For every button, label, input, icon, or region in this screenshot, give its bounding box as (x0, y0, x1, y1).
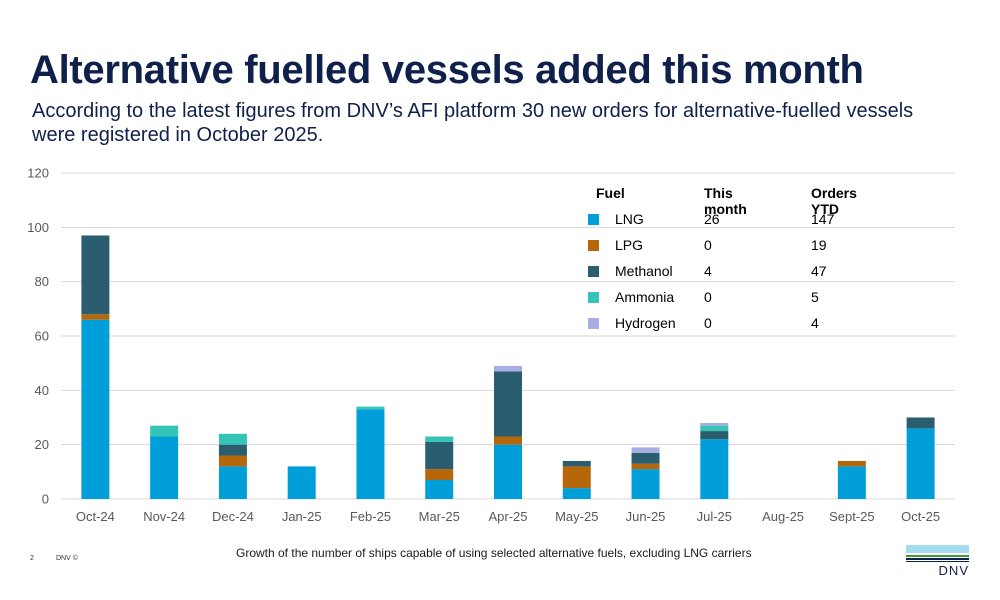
legend-header-fuel: Fuel (596, 185, 625, 201)
chart-caption: Growth of the number of ships capable of… (236, 546, 752, 560)
legend-header-this-month: This month (704, 185, 747, 217)
logo-band-light (906, 545, 969, 553)
x-tick-label: Feb-25 (350, 509, 391, 524)
logo-line-green (906, 555, 969, 557)
x-tick-label: Aug-25 (762, 509, 804, 524)
legend-orders-ytd-value: 5 (811, 289, 819, 305)
x-tick-label: Apr-25 (488, 509, 527, 524)
legend-swatch (588, 266, 599, 277)
y-axis-ticks: 0 20 40 60 80 100 120 (27, 166, 49, 507)
x-tick-label: Nov-24 (143, 509, 185, 524)
bar-segment-ammonia-dec-24 (218, 433, 247, 445)
legend-swatch (588, 318, 599, 329)
bar-segment-lng-may-25 (562, 488, 591, 499)
bar-segment-hydrogen-apr-25 (494, 365, 522, 372)
legend-orders-ytd-value: 147 (811, 211, 835, 227)
bar-segment-lng-dec-24 (218, 466, 247, 499)
bar-segment-methanol-jun-25 (631, 452, 660, 464)
legend-fuel-name: Hydrogen (615, 315, 676, 331)
legend-this-month-value: 26 (704, 211, 720, 227)
legend-fuel-name: Ammonia (615, 289, 675, 305)
legend-fuel-name: LNG (615, 211, 644, 227)
x-tick-label: Sept-25 (829, 509, 875, 524)
x-tick-label: Dec-24 (212, 509, 254, 524)
bar-segment-lng-jul-25 (700, 439, 729, 499)
bar-segment-lpg-sept-25 (837, 460, 866, 467)
bar-segment-methanol-jul-25 (700, 431, 729, 440)
legend-this-month-value: 0 (704, 315, 712, 331)
y-tick-label: 60 (35, 329, 49, 344)
bar-segment-lpg-oct-24 (81, 314, 110, 320)
legend-swatch (588, 214, 599, 225)
y-tick-label: 120 (27, 166, 49, 181)
bar-segment-hydrogen-jun-25 (631, 447, 660, 453)
legend-swatch (588, 240, 599, 251)
bar-segment-lpg-mar-25 (425, 469, 454, 480)
bar-segment-ammonia-mar-25 (425, 436, 454, 442)
page-title: Alternative fuelled vessels added this m… (30, 48, 864, 92)
bar-segment-lng-oct-25 (906, 428, 935, 499)
page-number: 2 (30, 555, 34, 562)
legend-this-month-value: 4 (704, 263, 712, 279)
bar-segment-hydrogen-jul-25 (700, 422, 729, 426)
bar-segment-lng-jan-25 (287, 466, 316, 499)
x-tick-label: Jun-25 (626, 509, 666, 524)
x-tick-label: Oct-24 (76, 509, 115, 524)
logo-line-navy-thin (906, 561, 969, 562)
bar-segment-lng-oct-24 (81, 319, 110, 499)
legend-fuel-name: Methanol (615, 263, 673, 279)
bar-segment-ammonia-nov-24 (150, 425, 179, 437)
bar-segment-lpg-may-25 (562, 466, 591, 489)
bar-segment-methanol-apr-25 (494, 371, 522, 437)
bar-segment-methanol-may-25 (562, 460, 591, 467)
legend-orders-ytd-value: 47 (811, 263, 827, 279)
footer-brand: DNV © (56, 555, 78, 562)
bar-segment-ammonia-feb-25 (356, 406, 385, 410)
bar-segment-methanol-dec-24 (218, 444, 247, 456)
bar-segment-lpg-jun-25 (631, 463, 660, 470)
x-tick-label: Jan-25 (282, 509, 322, 524)
legend-fuel-name: LPG (615, 237, 644, 253)
bar-segment-lng-sept-25 (837, 466, 866, 499)
logo-text: DNV (938, 563, 969, 578)
legend-this-month-value: 0 (704, 237, 712, 253)
y-tick-label: 80 (35, 274, 49, 289)
x-tick-label: Oct-25 (901, 509, 940, 524)
legend-this-month-value: 0 (704, 289, 712, 305)
legend-orders-ytd-value: 4 (811, 315, 819, 331)
bar-segment-methanol-oct-25 (906, 417, 935, 429)
bar-segment-lng-jun-25 (631, 469, 660, 499)
legend-header-orders-ytd: Orders YTD (811, 185, 857, 217)
bar-segment-methanol-oct-24 (81, 235, 110, 315)
y-tick-label: 0 (42, 492, 49, 507)
dnv-logo: DNV (906, 545, 969, 578)
bar-segment-lng-mar-25 (425, 479, 454, 499)
bar-segment-lpg-apr-25 (494, 436, 522, 445)
y-tick-label: 40 (35, 383, 49, 398)
y-tick-label: 100 (27, 220, 49, 235)
bar-segment-ammonia-jul-25 (700, 425, 729, 432)
logo-line-navy (906, 558, 969, 560)
bar-segment-methanol-mar-25 (425, 441, 454, 470)
bar-segment-lng-feb-25 (356, 409, 385, 499)
x-tick-label: May-25 (555, 509, 598, 524)
bar-segment-lpg-dec-24 (218, 455, 247, 467)
x-axis-ticks: Oct-24 Nov-24 Dec-24 Jan-25 Feb-25 Mar-25 Apr-… (76, 509, 940, 524)
bars (81, 235, 935, 499)
x-tick-label: Mar-25 (419, 509, 460, 524)
x-tick-label: Jul-25 (697, 509, 732, 524)
bar-segment-lng-apr-25 (494, 444, 522, 499)
legend-swatch (588, 292, 599, 303)
legend-orders-ytd-value: 19 (811, 237, 827, 253)
bar-segment-lng-nov-24 (150, 436, 179, 499)
y-tick-label: 20 (35, 437, 49, 452)
page-subtitle: According to the latest figures from DNV… (32, 100, 914, 146)
